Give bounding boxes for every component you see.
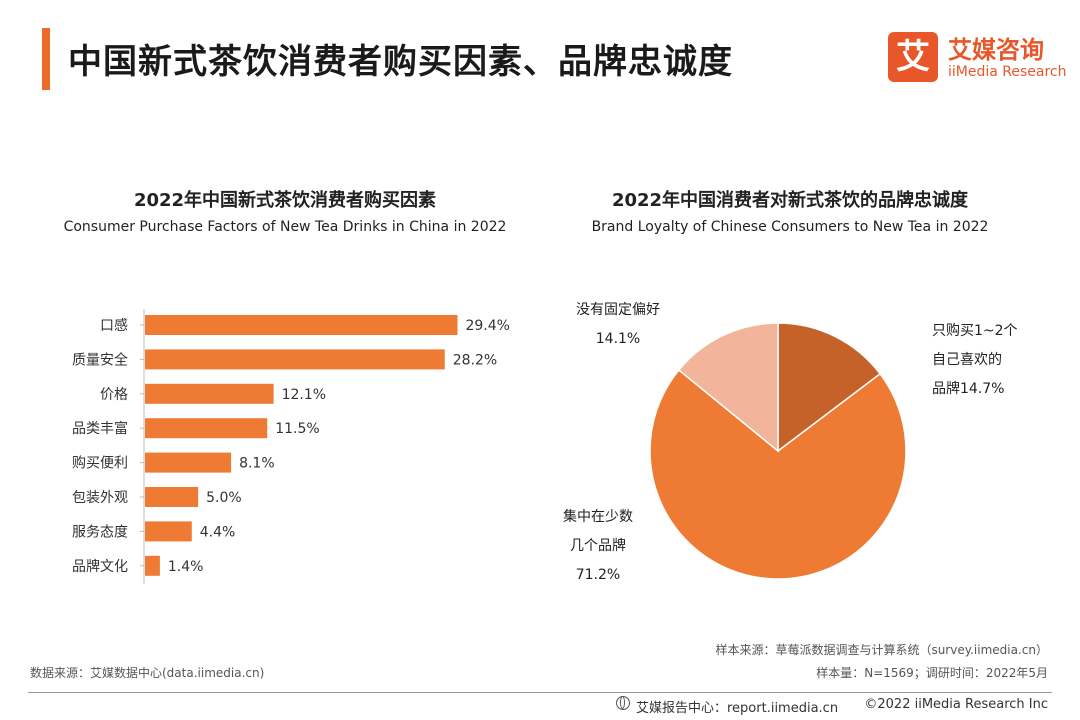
pie-slice-3: [677, 322, 779, 453]
bar-1: [145, 315, 458, 335]
footer-divider: [28, 692, 1052, 693]
globe-icon: [616, 696, 630, 710]
bar-value-label: 8.1%: [239, 456, 275, 472]
page-title: 中国新式茶饮消费者购买因素、品牌忠诚度: [68, 42, 733, 82]
pie-slice-1: [777, 322, 882, 453]
bar-category-label: 品牌文化: [72, 558, 128, 575]
bar-value-label: 12.1%: [282, 387, 326, 403]
pie-label-3: 没有固定偏好: [576, 302, 660, 318]
bar-7: [145, 521, 192, 542]
copyright-text: ©2022 iiMedia Research Inc: [864, 697, 1048, 712]
bar-5: [145, 452, 232, 473]
bar-4: [145, 418, 268, 439]
pie-label-2: 71.2%: [576, 567, 620, 583]
pie-chart-title: 2022年中国消费者对新式茶饮的品牌忠诚度: [611, 190, 969, 211]
iimedia-logo[interactable]: 艾 艾媒咨询 iiMedia Research: [888, 30, 1068, 86]
report-center-link[interactable]: 艾媒报告中心：report.iimedia.cn: [636, 701, 839, 716]
pie-label-2: 几个品牌: [570, 537, 626, 554]
bar-8: [145, 555, 160, 576]
bar-chart-subtitle: Consumer Purchase Factors of New Tea Dri…: [63, 219, 507, 235]
bar-6: [145, 487, 199, 507]
pie-label-1: 品牌14.7%: [932, 380, 1004, 397]
bar-value-label: 28.2%: [453, 352, 497, 368]
bar-value-label: 4.4%: [200, 524, 236, 540]
logo-text-en: iiMedia Research: [948, 64, 1067, 80]
pie-label-2: 集中在少数: [563, 508, 633, 525]
bar-category-label: 质量安全: [72, 351, 128, 368]
bar-3: [145, 383, 274, 404]
bar-category-label: 品类丰富: [72, 420, 128, 437]
pie-chart-subtitle: Brand Loyalty of Chinese Consumers to Ne…: [591, 219, 989, 235]
sample-size-note: 样本量：N=1569；调研时间：2022年5月: [816, 666, 1048, 680]
logo-mark: 艾: [888, 32, 938, 82]
pie-slice-2: [649, 368, 907, 580]
sample-source-note: 样本来源：草莓派数据调查与计算系统（survey.iimedia.cn）: [715, 643, 1048, 657]
bar-category-label: 口感: [100, 317, 128, 334]
pie-label-1: 只购买1~2个: [932, 323, 1018, 339]
pie-label-1: 自己喜欢的: [932, 352, 1002, 368]
bar-value-label: 1.4%: [168, 559, 204, 575]
bar-value-label: 5.0%: [206, 490, 242, 506]
bar-value-label: 11.5%: [275, 421, 319, 437]
bar-value-label: 29.4%: [465, 318, 509, 334]
title-accent-bar: [42, 28, 50, 90]
logo-text-cn: 艾媒咨询: [948, 36, 1044, 64]
bar-category-label: 价格: [100, 387, 128, 403]
pie-label-3: 14.1%: [596, 331, 640, 347]
bar-category-label: 购买便利: [72, 456, 128, 472]
bar-2: [145, 349, 445, 370]
bar-category-label: 服务态度: [72, 524, 128, 540]
purchase-factors-bar-chart: 口感 29.4% 质量安全 28.2% 价格 12.1% 品类丰富 11.5% 购买便利 8.1%…: [72, 309, 510, 585]
data-source-note: 数据来源：艾媒数据中心(data.iimedia.cn): [30, 666, 265, 680]
bar-chart-title: 2022年中国新式茶饮消费者购买因素: [133, 190, 437, 211]
bar-category-label: 包装外观: [72, 490, 128, 506]
